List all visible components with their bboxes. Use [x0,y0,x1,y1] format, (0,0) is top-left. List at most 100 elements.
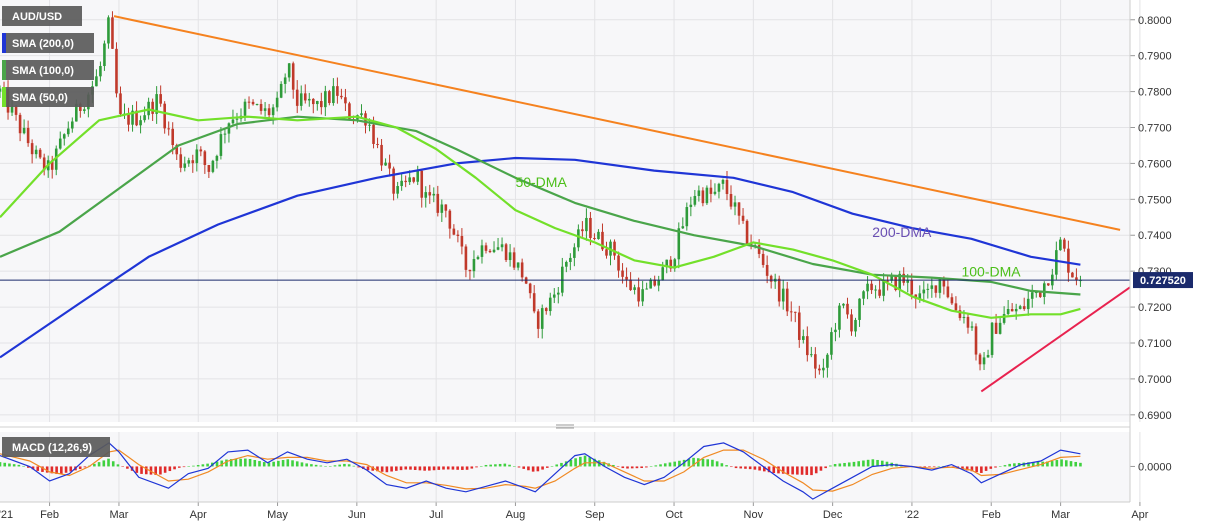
candle-body [818,368,821,371]
date-tick-label: Mar [109,509,128,521]
candle-body [982,357,986,365]
candle-body [412,177,415,182]
candle-body [456,234,460,236]
macd-histogram-bar [432,466,436,471]
candle-body [1018,306,1022,309]
candle-body [673,259,677,269]
date-tick-label: '22 [905,509,919,521]
candle-body [311,98,315,105]
candle-body [797,312,801,340]
macd-histogram-bar [541,466,544,470]
macd-histogram-bar [984,466,988,471]
macd-histogram-bar [1074,461,1078,467]
price-tick-label: 0.7600 [1138,158,1172,170]
candle-body [866,283,869,292]
macd-histogram-bar [989,466,993,469]
macd-histogram-bar [777,466,780,474]
candle-body [476,256,480,260]
macd-histogram-bar [343,463,346,467]
candle-body [464,246,468,270]
candle-body [1075,277,1078,281]
candle-body [757,245,761,254]
candle-body [653,279,656,286]
legend-label: SMA (50,0) [12,92,68,104]
candle-body [777,278,781,302]
candle-body [460,235,464,247]
macd-histogram-bar [965,466,969,471]
macd-histogram-bar [78,466,82,470]
trendlines-layer [113,15,1131,393]
macd-histogram-bar [824,466,827,469]
candle-body [259,103,263,111]
candle-body [279,83,283,98]
candle-body [621,270,624,277]
candle-body [585,217,588,232]
candle-body [838,305,841,330]
candle-body [384,162,387,166]
macd-histogram-bar [177,466,181,468]
panel-resize-handle[interactable] [556,424,574,429]
macd-histogram-bar [413,466,417,471]
macd-histogram-bar [192,465,195,467]
candle-body [858,298,861,320]
support-trendline [980,286,1131,393]
candle-body [299,93,303,106]
candle-body [1006,308,1010,315]
sma-line-100-dma [0,115,1081,296]
candle-body [62,134,66,139]
candle-body [556,292,560,295]
date-tick-label: Jun [348,509,366,521]
macd-histogram-bar [314,464,318,467]
macd-histogram-bar [163,466,167,473]
macd-histogram-bar [328,465,332,467]
macd-histogram-bar [12,464,16,467]
macd-histogram-bar [121,466,124,467]
date-tick-label: Feb [982,509,1001,521]
candle-body [235,118,239,120]
price-tick-label: 0.7000 [1138,374,1172,386]
candle-body [769,275,773,282]
candle-body [1063,239,1066,249]
current-price-tag-box [1133,272,1193,289]
candle-body [416,170,420,182]
price-tick-label: 0.7400 [1138,230,1172,242]
macd-histogram-bar [838,463,842,467]
candle-body [802,336,805,340]
macd-histogram-bar [805,466,809,475]
candle-body [34,149,38,155]
annotation-200-dma: 200-DMA [872,224,932,240]
candle-body [155,94,158,114]
legend-swatch [2,33,6,53]
macd-histogram-bar [522,466,526,469]
macd-histogram-bar [465,466,469,470]
candle-body [143,115,146,121]
macd-histogram-bar [31,466,35,470]
macd-histogram-bar [1055,460,1059,467]
legend-box [2,6,82,26]
candle-body [508,252,512,261]
macd-histogram-bar [83,466,87,468]
candle-body [83,109,86,111]
candle-body [492,249,496,253]
candle-body [191,160,195,164]
macd-histogram-bar [484,464,488,467]
candle-body [516,262,520,268]
candle-body [336,86,339,96]
candle-body [745,220,749,244]
macd-histogram-bar [442,466,445,470]
candle-body [275,97,279,108]
macd-histogram-bar [225,459,228,467]
macd-histogram-bar [630,466,634,469]
candle-body [625,276,628,280]
macd-histogram-bar [475,466,478,468]
legend-swatch [2,87,6,107]
candle-body [577,229,580,248]
candle-body [737,202,741,216]
macd-histogram-bar [262,462,266,467]
macd-histogram-bar [857,461,860,467]
macd-histogram-bar [574,458,577,467]
candle-body [986,354,990,358]
candle-body [512,252,516,268]
macd-histogram-bar [395,466,398,471]
